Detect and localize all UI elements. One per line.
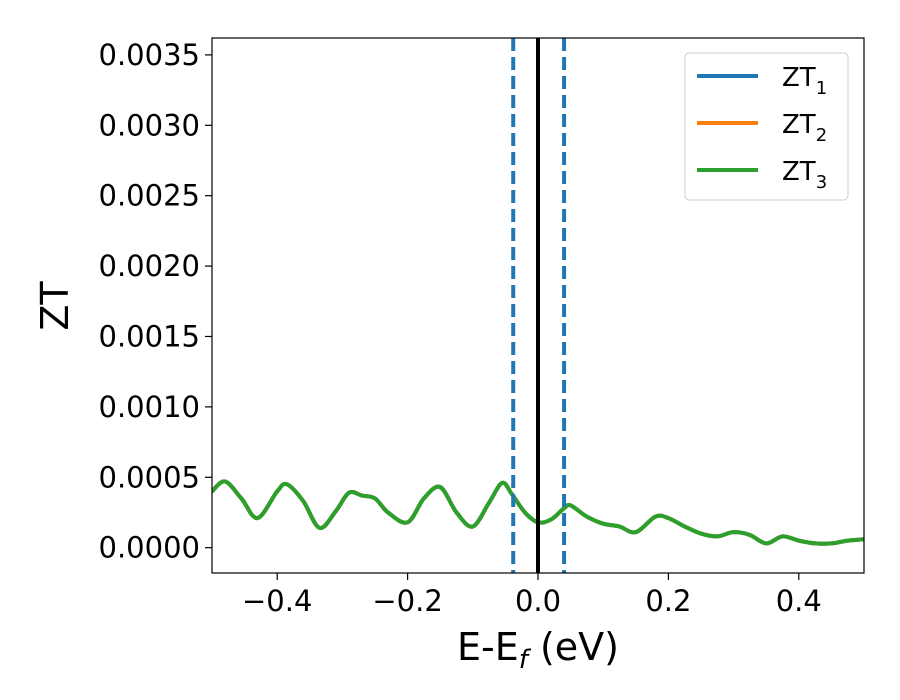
- y-tick-label: 0.0000: [99, 531, 200, 565]
- x-tick-label: −0.2: [372, 584, 442, 618]
- y-tick-label: 0.0035: [99, 38, 200, 72]
- x-tick-label: −0.4: [242, 584, 312, 618]
- y-axis-label: ZT: [33, 281, 77, 331]
- legend-frame: [684, 52, 849, 201]
- y-axis: 0.0000 0.0005 0.0010 0.0015 0.0020 0.0025 0.00…: [99, 38, 212, 565]
- y-tick-label: 0.0015: [99, 319, 200, 353]
- series-line-zt3: [212, 479, 864, 546]
- x-tick-label: 0.0: [515, 584, 561, 618]
- y-tick-label: 0.0030: [99, 108, 200, 142]
- legend: ZT1 ZT2 ZT3: [684, 52, 849, 201]
- y-tick-label: 0.0025: [99, 179, 200, 213]
- plot-area: [212, 38, 864, 573]
- legend-label-zt1: ZT1: [782, 63, 827, 99]
- y-tick-label: 0.0005: [99, 460, 200, 494]
- legend-label-zt2: ZT2: [782, 110, 827, 146]
- x-axis-label: E-Ef (eV): [457, 625, 619, 675]
- x-axis: −0.4 −0.2 0.0 0.2 0.4: [242, 573, 822, 618]
- x-tick-label: 0.2: [645, 584, 691, 618]
- y-tick-label: 0.0010: [99, 390, 200, 424]
- x-tick-label: 0.4: [776, 584, 822, 618]
- legend-label-zt3: ZT3: [782, 157, 827, 193]
- y-tick-label: 0.0020: [99, 249, 200, 283]
